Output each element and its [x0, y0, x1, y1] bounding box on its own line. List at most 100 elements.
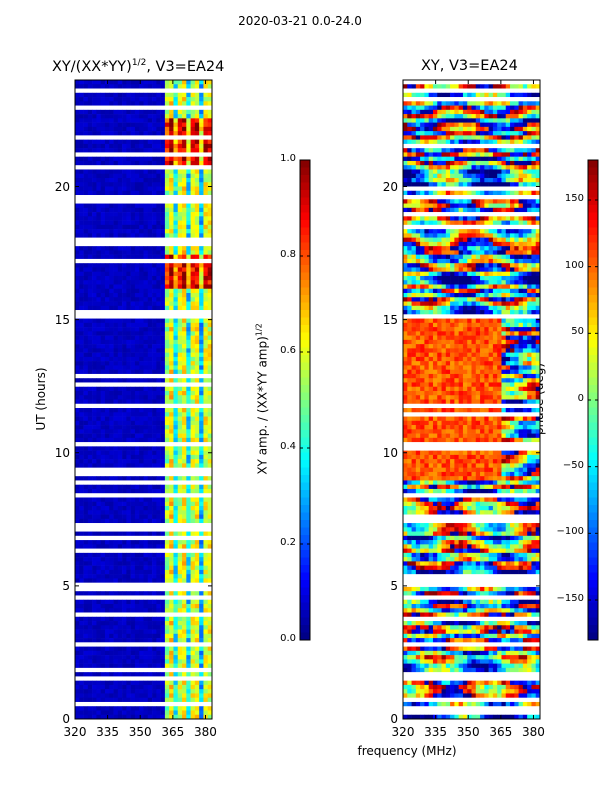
heatmap-cell — [109, 224, 114, 230]
heatmap-cell — [83, 518, 89, 524]
heatmap-cell — [156, 684, 161, 690]
heatmap-cell — [177, 710, 183, 716]
heatmap-cell — [203, 352, 209, 358]
heatmap-cell — [130, 352, 136, 358]
heatmap-cell — [143, 216, 149, 221]
heatmap-cell — [75, 207, 80, 213]
heatmap-cell — [143, 655, 149, 660]
heatmap-cell — [488, 92, 494, 98]
heatmap-cell — [83, 220, 89, 226]
heatmap-cell — [100, 450, 106, 456]
heatmap-cell — [471, 109, 477, 115]
heatmap-cell — [531, 190, 537, 196]
heatmap-cell — [156, 305, 161, 311]
heatmap-cell — [104, 122, 110, 128]
heatmap-cell — [109, 608, 114, 613]
heatmap-cell — [173, 275, 179, 281]
heatmap-cell — [207, 591, 213, 596]
heatmap-cell — [194, 621, 200, 626]
heatmap-cell — [126, 386, 131, 392]
heatmap-cell — [130, 207, 136, 213]
heatmap-cell — [475, 237, 481, 243]
heatmap-cell — [79, 207, 84, 213]
heatmap-cell — [428, 152, 434, 157]
colorbar-segment — [300, 445, 310, 453]
heatmap-cell — [160, 425, 166, 430]
heatmap-cell — [126, 557, 131, 562]
heatmap-cell — [199, 84, 204, 89]
heatmap-cell — [160, 693, 166, 698]
heatmap-cell — [164, 710, 170, 716]
heatmap-cell — [169, 408, 174, 413]
heatmap-cell — [411, 241, 417, 247]
heatmap-cell — [139, 506, 144, 511]
heatmap-cell — [130, 514, 136, 520]
heatmap-cell — [139, 625, 144, 630]
heatmap-cell — [96, 514, 101, 520]
heatmap-cell — [75, 552, 80, 558]
heatmap-cell — [535, 84, 541, 89]
heatmap-cell — [117, 92, 123, 98]
heatmap-cell — [134, 331, 140, 336]
heatmap-cell — [75, 160, 80, 166]
heatmap-cell — [194, 510, 200, 515]
heatmap-cell — [156, 186, 161, 192]
heatmap-cell — [100, 395, 106, 400]
heatmap-cell — [104, 284, 110, 290]
heatmap-cell — [109, 565, 114, 571]
heatmap-cell — [130, 301, 136, 307]
heatmap-cell — [143, 173, 149, 179]
heatmap-cell — [87, 212, 93, 217]
heatmap-cell — [194, 608, 200, 613]
heatmap-cell — [190, 629, 196, 635]
heatmap-cell — [173, 344, 179, 349]
heatmap-cell — [411, 84, 417, 89]
heatmap-cell — [411, 101, 417, 106]
heatmap-cell — [156, 488, 161, 494]
heatmap-cell — [492, 237, 498, 243]
heatmap-cell — [501, 177, 507, 183]
heatmap-cell — [177, 331, 183, 336]
heatmap-cell — [139, 284, 144, 290]
heatmap-cell — [75, 650, 80, 656]
heatmap-cell — [143, 459, 149, 464]
heatmap-cell — [96, 101, 101, 106]
heatmap-cell — [510, 156, 515, 162]
heatmap-cell — [156, 386, 161, 392]
heatmap-cell — [203, 501, 209, 507]
heatmap-cell — [156, 169, 161, 175]
colorbar-frame-0 — [299, 159, 311, 641]
heatmap-cell — [177, 169, 183, 175]
heatmap-cell — [152, 714, 157, 720]
heatmap-cell — [147, 621, 153, 626]
heatmap-cell — [164, 216, 170, 221]
heatmap-cell — [194, 689, 200, 694]
heatmap-cell — [130, 339, 136, 345]
heatmap-phase — [403, 80, 541, 720]
heatmap-cell — [100, 433, 106, 439]
heatmap-cell — [92, 297, 97, 302]
heatmap-cell — [87, 288, 93, 294]
heatmap-cell — [143, 689, 149, 694]
heatmap-cell — [458, 169, 464, 175]
heatmap-cell — [83, 497, 89, 503]
heatmap-cell — [122, 284, 127, 290]
heatmap-cell — [454, 220, 459, 226]
heatmap-cell — [177, 288, 183, 294]
heatmap-cell — [156, 250, 161, 255]
heatmap-cell — [203, 156, 209, 162]
heatmap-cell — [510, 169, 515, 175]
heatmap-cell — [420, 92, 425, 98]
heatmap-cell — [109, 655, 114, 660]
heatmap-cell — [92, 301, 97, 307]
heatmap-cell — [92, 488, 97, 494]
heatmap-cell — [531, 84, 537, 89]
heatmap-cell — [186, 101, 191, 106]
heatmap-cell — [143, 177, 149, 183]
heatmap-cell — [199, 284, 204, 290]
heatmap-cell — [173, 501, 179, 507]
heatmap-cell — [113, 412, 119, 417]
heatmap-cell — [134, 246, 140, 251]
heatmap-cell — [113, 318, 119, 324]
heatmap-cell — [505, 216, 511, 221]
